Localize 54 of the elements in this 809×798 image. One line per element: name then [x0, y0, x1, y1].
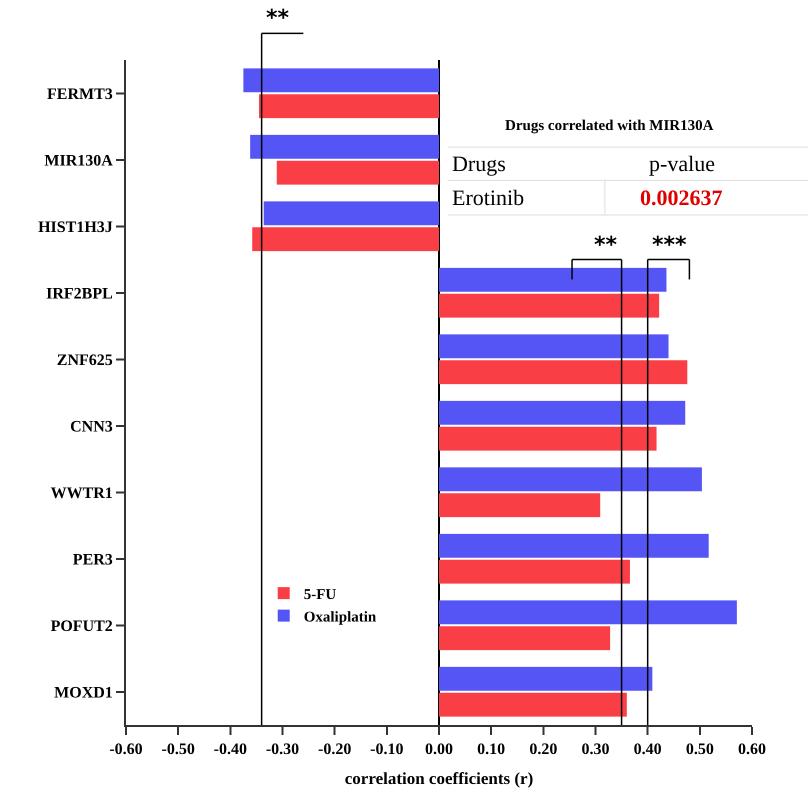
x-tick-label: 0.40: [634, 741, 662, 758]
bar: [439, 666, 652, 691]
x-tick-label: 0.10: [477, 741, 506, 758]
bar: [439, 692, 627, 717]
bar: [243, 68, 439, 92]
annotation: Drugs correlated with MIR130A: [505, 118, 714, 134]
bar: [439, 360, 688, 384]
bar: [276, 160, 439, 185]
ref-line-label: **: [594, 233, 618, 258]
bar: [439, 268, 666, 292]
bar: [439, 400, 686, 425]
bar: [250, 134, 439, 159]
x-tick-label: -0.30: [266, 741, 300, 758]
x-tick-label: -0.10: [370, 741, 404, 758]
annotation: Erotinib: [452, 185, 524, 210]
y-tick-label: PER3: [72, 551, 113, 568]
legend-label: 5-FU: [304, 587, 336, 603]
y-tick-label: HIST1H3J: [38, 218, 113, 236]
x-tick-label: 0.30: [582, 741, 610, 758]
y-tick-label: FERMT3: [47, 86, 113, 103]
x-tick-label: -0.50: [162, 741, 195, 758]
x-tick-label: 0.20: [529, 741, 558, 758]
bar: [439, 334, 669, 358]
bar: [439, 294, 660, 318]
ref-line-label: ***: [652, 233, 688, 258]
x-tick-label: 0.50: [686, 741, 714, 758]
bar: [439, 560, 630, 584]
y-tick-label: IRF2BPL: [46, 285, 113, 302]
x-tick-label: -0.40: [214, 741, 247, 758]
x-tick-label: 0.60: [738, 741, 766, 758]
legend-label: Oxaliplatin: [304, 610, 377, 626]
bar: [439, 467, 702, 492]
annotation: p-value: [649, 151, 715, 176]
x-tick-label: -0.20: [318, 741, 352, 758]
x-tick-label: -0.60: [109, 741, 143, 758]
bar: [439, 600, 737, 624]
y-tick-label: ZNF625: [56, 352, 113, 369]
x-axis-title: correlation coefficients (r): [344, 769, 534, 788]
y-tick-label: WWTR1: [50, 484, 113, 502]
annotation: Drugs: [452, 151, 506, 176]
bar: [264, 201, 439, 226]
annotation: 0.002637: [640, 185, 722, 210]
bar: [439, 534, 709, 558]
bar: [259, 94, 439, 118]
ref-line-label: **: [266, 6, 290, 31]
bar: [439, 493, 600, 518]
y-tick-label: POFUT2: [50, 618, 113, 635]
x-tick-label: 0.00: [425, 741, 453, 758]
bar: [252, 227, 439, 252]
y-tick-label: CNN3: [70, 418, 113, 436]
y-tick-label: MOXD1: [54, 684, 113, 702]
y-tick-label: MIR130A: [44, 152, 114, 170]
bar: [439, 626, 610, 650]
bar: [439, 426, 657, 451]
